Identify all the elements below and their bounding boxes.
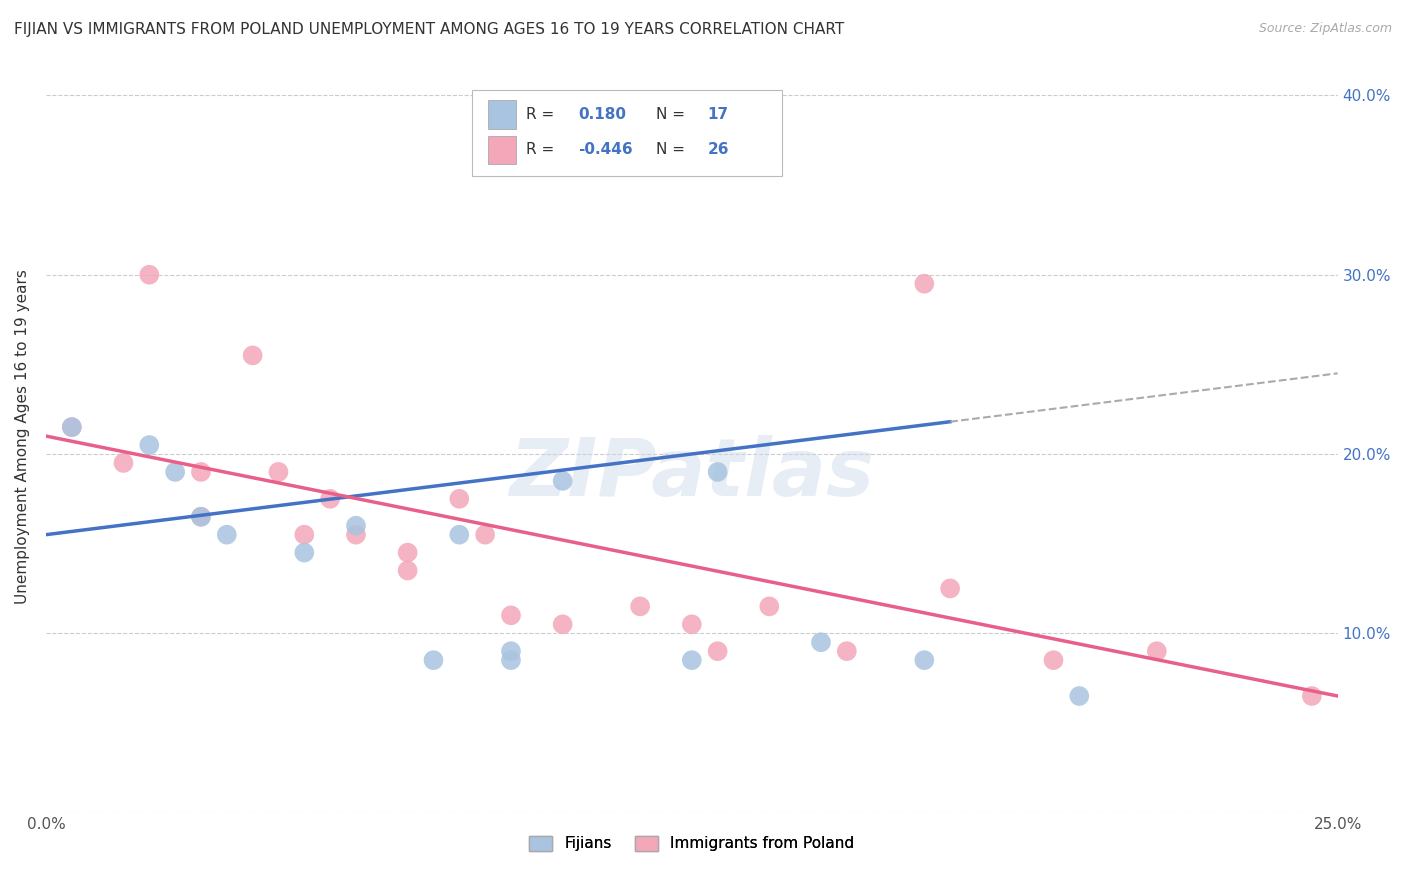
- Point: [912, 277, 935, 291]
- Point: [344, 527, 367, 541]
- Point: [138, 268, 160, 282]
- Point: [449, 491, 471, 506]
- Text: R =: R =: [526, 107, 560, 122]
- Point: [242, 348, 264, 362]
- Point: [60, 420, 83, 434]
- Legend: Fijians, Immigrants from Poland: Fijians, Immigrants from Poland: [523, 830, 860, 857]
- Point: [267, 465, 290, 479]
- Point: [706, 644, 728, 658]
- Text: R =: R =: [526, 143, 560, 158]
- Point: [1301, 689, 1323, 703]
- Point: [449, 527, 471, 541]
- Text: 0.180: 0.180: [578, 107, 626, 122]
- Point: [1069, 689, 1091, 703]
- Text: FIJIAN VS IMMIGRANTS FROM POLAND UNEMPLOYMENT AMONG AGES 16 TO 19 YEARS CORRELAT: FIJIAN VS IMMIGRANTS FROM POLAND UNEMPLO…: [14, 22, 845, 37]
- Point: [396, 546, 419, 560]
- Point: [396, 564, 419, 578]
- Point: [835, 644, 858, 658]
- Point: [215, 527, 238, 541]
- Point: [1042, 653, 1064, 667]
- Point: [165, 465, 187, 479]
- Point: [551, 617, 574, 632]
- Point: [499, 653, 522, 667]
- Text: 26: 26: [707, 143, 728, 158]
- Text: ZIPatlas: ZIPatlas: [509, 434, 875, 513]
- Point: [628, 599, 651, 614]
- Point: [499, 644, 522, 658]
- Point: [912, 653, 935, 667]
- Point: [112, 456, 135, 470]
- Point: [681, 653, 703, 667]
- Point: [810, 635, 832, 649]
- Point: [1146, 644, 1168, 658]
- Point: [292, 546, 315, 560]
- Text: -0.446: -0.446: [578, 143, 633, 158]
- Point: [551, 474, 574, 488]
- Point: [939, 582, 962, 596]
- Point: [190, 465, 212, 479]
- Point: [706, 465, 728, 479]
- Point: [474, 527, 496, 541]
- Point: [292, 527, 315, 541]
- Y-axis label: Unemployment Among Ages 16 to 19 years: Unemployment Among Ages 16 to 19 years: [15, 268, 30, 604]
- Point: [138, 438, 160, 452]
- FancyBboxPatch shape: [488, 136, 516, 164]
- Point: [60, 420, 83, 434]
- Point: [344, 518, 367, 533]
- Point: [190, 509, 212, 524]
- FancyBboxPatch shape: [472, 90, 782, 177]
- Point: [422, 653, 444, 667]
- Point: [758, 599, 780, 614]
- Point: [190, 509, 212, 524]
- Text: Source: ZipAtlas.com: Source: ZipAtlas.com: [1258, 22, 1392, 36]
- Text: N =: N =: [655, 107, 689, 122]
- Text: 17: 17: [707, 107, 728, 122]
- Point: [319, 491, 342, 506]
- Point: [681, 617, 703, 632]
- Point: [499, 608, 522, 623]
- FancyBboxPatch shape: [488, 100, 516, 128]
- Text: N =: N =: [655, 143, 689, 158]
